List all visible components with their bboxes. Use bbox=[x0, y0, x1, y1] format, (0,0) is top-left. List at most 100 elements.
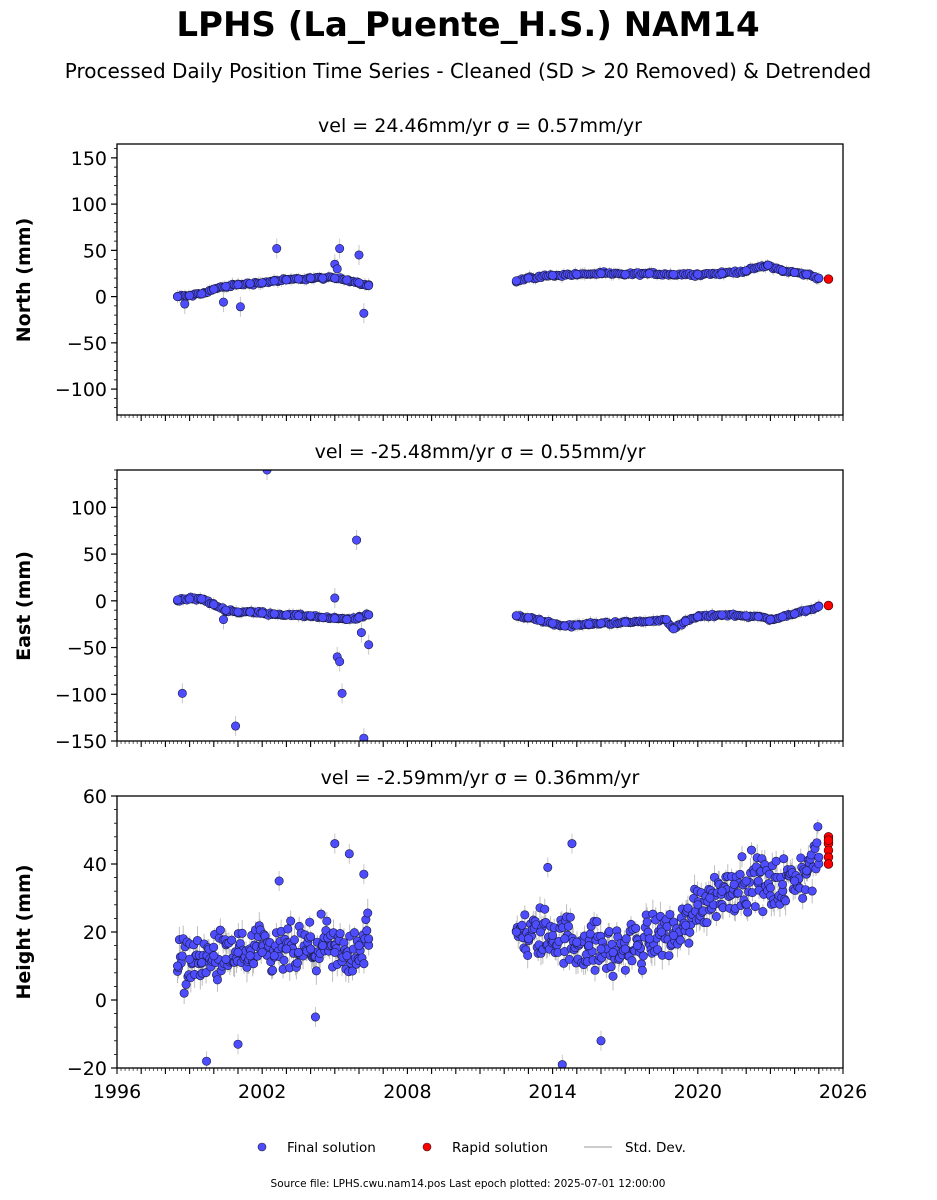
height-points bbox=[173, 822, 834, 1068]
legend-rapid-marker bbox=[422, 1142, 432, 1152]
east-outlier-point bbox=[262, 470, 272, 475]
height-final-point bbox=[523, 934, 533, 944]
height-final-point bbox=[693, 900, 703, 910]
height-final-point bbox=[802, 866, 812, 876]
height-final-point bbox=[363, 908, 373, 918]
legend: Final solution Rapid solution Std. Dev. bbox=[257, 1140, 686, 1156]
height-final-point bbox=[249, 959, 259, 969]
north-outlier-point bbox=[235, 302, 245, 312]
height-final-point bbox=[572, 937, 582, 947]
east-final-point bbox=[306, 611, 316, 621]
east-final-point bbox=[584, 619, 594, 629]
height-final-point bbox=[684, 938, 694, 948]
east-final-point bbox=[364, 610, 374, 620]
height-outlier-point bbox=[596, 1036, 606, 1046]
legend-final-label: Final solution bbox=[287, 1140, 376, 1156]
east-outlier-point bbox=[330, 593, 340, 603]
height-final-point bbox=[362, 926, 372, 936]
height-final-point bbox=[306, 932, 316, 942]
height-final-point bbox=[642, 917, 652, 927]
north-final-point bbox=[669, 269, 679, 279]
height-final-point bbox=[335, 929, 345, 939]
north-outlier-point bbox=[180, 299, 190, 309]
height-final-point bbox=[717, 886, 727, 896]
height-final-point bbox=[675, 935, 685, 945]
east-error-bars bbox=[177, 470, 820, 741]
east-final-point bbox=[681, 616, 691, 626]
north-final-point bbox=[306, 273, 316, 283]
height-final-point bbox=[608, 971, 618, 981]
height-final-point bbox=[292, 958, 302, 968]
height-final-point bbox=[233, 947, 243, 957]
north-panel-title: vel = 24.46mm/yr σ = 0.57mm/yr bbox=[318, 115, 642, 137]
height-xtick-label: 2008 bbox=[383, 1081, 431, 1103]
east-outlier-point bbox=[218, 615, 228, 625]
height-outlier-point bbox=[202, 1056, 212, 1066]
height-outlier-point bbox=[557, 1060, 567, 1068]
height-final-point bbox=[281, 944, 291, 954]
north-outlier-point bbox=[272, 244, 282, 254]
height-outlier-point bbox=[543, 862, 553, 872]
east-panel: vel = -25.48mm/yr σ = 0.55mm/yr East (mm… bbox=[13, 441, 844, 753]
height-final-point bbox=[257, 947, 267, 957]
height-final-point bbox=[177, 951, 187, 961]
east-ylabel: East (mm) bbox=[13, 551, 35, 661]
east-final-point bbox=[354, 613, 364, 623]
east-outlier-point bbox=[352, 535, 362, 545]
height-ylabel: Height (mm) bbox=[13, 864, 35, 999]
height-final-point bbox=[540, 904, 550, 914]
north-final-point bbox=[596, 268, 606, 278]
height-final-point bbox=[560, 934, 570, 944]
north-final-point bbox=[777, 266, 787, 276]
height-final-point bbox=[807, 886, 817, 896]
height-final-point bbox=[342, 951, 352, 961]
east-outlier-point bbox=[359, 733, 369, 741]
height-final-point bbox=[771, 856, 781, 866]
height-final-point bbox=[173, 961, 183, 971]
east-ytick-label: −50 bbox=[67, 638, 107, 660]
east-rapid-point bbox=[823, 600, 834, 611]
north-ytick-label: −100 bbox=[55, 379, 107, 401]
height-final-point bbox=[511, 927, 521, 937]
east-final-point bbox=[318, 613, 328, 623]
east-outlier-point bbox=[335, 657, 345, 667]
north-ytick-label: 150 bbox=[71, 148, 107, 170]
north-final-point bbox=[209, 284, 219, 294]
height-final-point bbox=[632, 941, 642, 951]
east-final-point bbox=[620, 617, 630, 627]
north-final-point bbox=[364, 281, 374, 291]
east-final-point bbox=[572, 620, 582, 630]
north-rapid-point bbox=[823, 274, 834, 284]
north-outlier-point bbox=[218, 297, 228, 307]
height-final-point bbox=[758, 907, 768, 917]
height-final-point bbox=[209, 942, 219, 952]
height-final-point bbox=[735, 869, 745, 879]
north-final-point bbox=[269, 276, 279, 286]
height-final-point bbox=[627, 956, 637, 966]
height-final-point bbox=[608, 947, 618, 957]
height-final-point bbox=[644, 934, 654, 944]
east-final-point bbox=[209, 600, 219, 610]
east-final-point bbox=[717, 610, 727, 620]
height-plot-area bbox=[173, 819, 834, 1068]
north-final-point bbox=[318, 273, 328, 283]
height-final-point bbox=[215, 925, 225, 935]
height-final-point bbox=[746, 845, 756, 855]
figure-title: LPHS (La_Puente_H.S.) NAM14 bbox=[176, 5, 759, 45]
east-final-point bbox=[281, 610, 291, 620]
east-final-point bbox=[257, 608, 267, 618]
east-outlier-point bbox=[231, 721, 241, 731]
height-final-point bbox=[279, 955, 289, 965]
east-final-point bbox=[777, 612, 787, 622]
height-final-point bbox=[293, 947, 303, 957]
east-final-point bbox=[197, 594, 207, 604]
height-final-point bbox=[354, 941, 364, 951]
height-xtick-label: 2026 bbox=[819, 1081, 867, 1103]
height-ytick-label: −20 bbox=[67, 1058, 107, 1080]
east-outlier-point bbox=[364, 640, 374, 650]
north-final-point bbox=[644, 268, 654, 278]
north-final-point bbox=[523, 273, 533, 283]
height-final-point bbox=[245, 951, 255, 961]
east-outlier-point bbox=[337, 688, 347, 698]
east-final-point bbox=[802, 605, 812, 615]
